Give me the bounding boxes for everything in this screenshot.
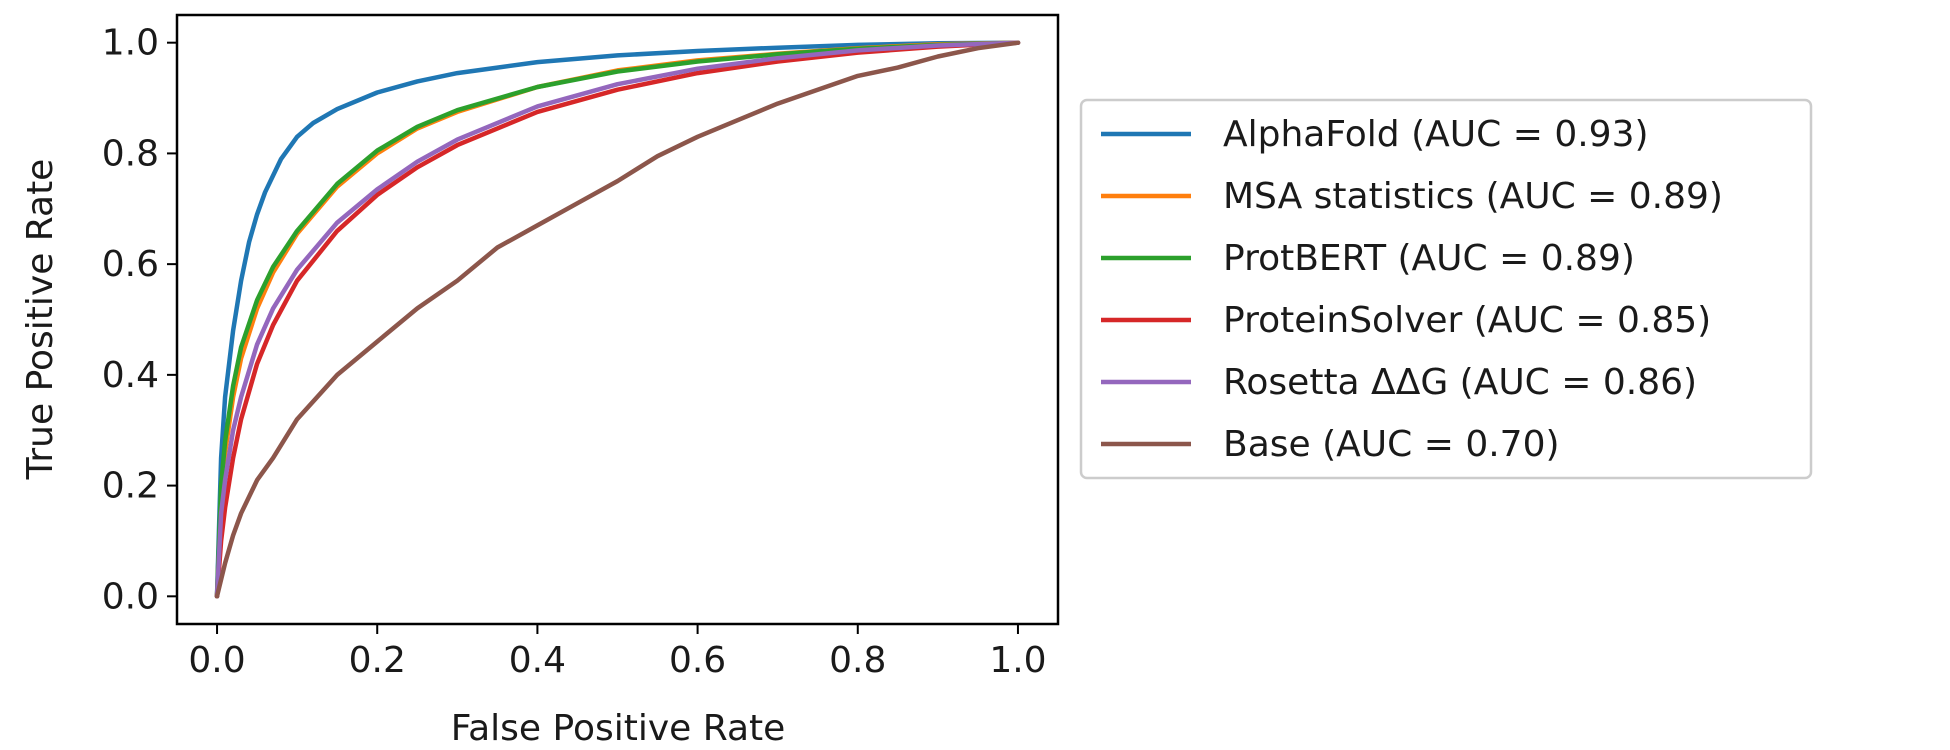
y-tick-label: 0.0 bbox=[102, 576, 159, 617]
legend-label-4: Rosetta ΔΔG (AUC = 0.86) bbox=[1223, 362, 1697, 403]
y-tick-label: 0.2 bbox=[102, 466, 159, 507]
plot-area-border bbox=[175, 13, 1060, 626]
legend-label-3: ProteinSolver (AUC = 0.85) bbox=[1223, 300, 1711, 341]
series-line-0 bbox=[214, 40, 1021, 599]
x-tick-label: 0.0 bbox=[188, 640, 245, 681]
series-line-1 bbox=[214, 40, 1021, 599]
x-axis-label: False Positive Rate bbox=[451, 708, 786, 749]
legend-label-5: Base (AUC = 0.70) bbox=[1223, 424, 1560, 465]
x-axis-ticks: 0.0 0.2 0.4 0.6 0.8 1.0 bbox=[188, 624, 1047, 681]
legend-label-0: AlphaFold (AUC = 0.93) bbox=[1223, 114, 1649, 155]
x-tick-label: 0.8 bbox=[829, 640, 886, 681]
legend: AlphaFold (AUC = 0.93) MSA statistics (AU… bbox=[1079, 98, 1813, 480]
y-axis-label: True Positive Rate bbox=[20, 159, 61, 481]
legend-entries: AlphaFold (AUC = 0.93) MSA statistics (AU… bbox=[1101, 114, 1723, 465]
x-tick-label: 0.4 bbox=[509, 640, 566, 681]
legend-label-2: ProtBERT (AUC = 0.89) bbox=[1223, 238, 1635, 279]
x-tick-label: 0.2 bbox=[349, 640, 406, 681]
legend-box bbox=[1079, 98, 1813, 480]
y-tick-label: 1.0 bbox=[102, 23, 159, 64]
series-line-3 bbox=[214, 40, 1021, 599]
series-line-5 bbox=[214, 40, 1021, 599]
series-line-2 bbox=[214, 40, 1021, 599]
x-tick-label: 1.0 bbox=[989, 640, 1046, 681]
x-tick-label: 0.6 bbox=[669, 640, 726, 681]
y-tick-label: 0.6 bbox=[102, 244, 159, 285]
axes-frame bbox=[175, 13, 1060, 626]
series-lines bbox=[214, 40, 1021, 599]
y-axis-ticks: 0.0 0.2 0.4 0.6 0.8 1.0 bbox=[102, 23, 177, 617]
y-tick-label: 0.8 bbox=[102, 133, 159, 174]
legend-label-1: MSA statistics (AUC = 0.89) bbox=[1223, 176, 1723, 217]
y-tick-label: 0.4 bbox=[102, 355, 159, 396]
series-line-4 bbox=[214, 40, 1021, 599]
